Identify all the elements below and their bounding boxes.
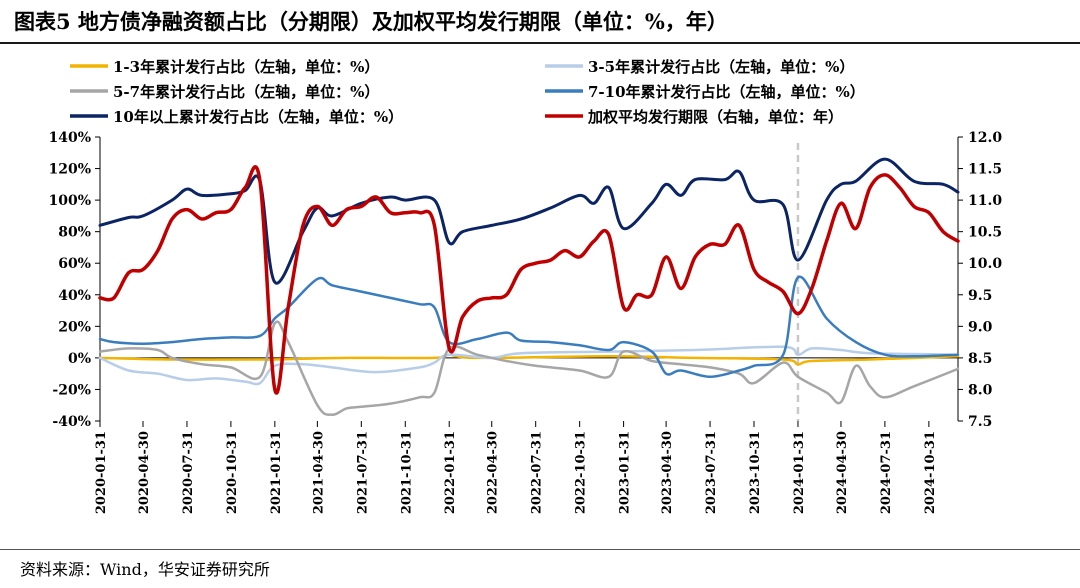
x-tick-label: 2020-10-31	[225, 431, 240, 514]
legend: 1-3年累计发行占比（左轴，单位：%） 3-5年累计发行占比（左轴，单位：%） 5-…	[70, 58, 865, 126]
chart-axes: -40% -20% 0% 20% 40% 60% 80% 100% 120% 140% 7.5 8.0…	[48, 130, 1002, 514]
series-10y-plus-line	[98, 157, 960, 285]
legend-item-7-10y: 7-10年累计发行占比（左轴，单位：%）	[545, 83, 865, 101]
left-tick-label: 40%	[58, 288, 91, 304]
x-tick-label: 2020-01-31	[94, 431, 109, 514]
right-tick-label: 9.5	[968, 288, 992, 304]
series-3-5y-line	[98, 345, 960, 386]
right-tick-label: 8.5	[968, 351, 992, 367]
legend-label: 加权平均发行期限（右轴，单位：年）	[587, 108, 843, 126]
series-5-7y-line	[98, 320, 960, 416]
legend-label: 10年以上累计发行占比（左轴，单位：%）	[113, 108, 403, 126]
x-tick-label: 2021-07-31	[355, 431, 370, 514]
left-tick-label: 100%	[48, 193, 91, 209]
x-tick-label: 2023-10-31	[748, 431, 763, 514]
right-tick-label: 8.0	[968, 382, 993, 398]
x-tick-label: 2024-01-31	[792, 431, 807, 514]
x-tick-label: 2022-01-31	[443, 431, 458, 514]
left-tick-label: 80%	[58, 225, 91, 241]
x-tick-label: 2023-01-31	[618, 431, 633, 514]
left-tick-label: -40%	[52, 414, 91, 430]
series-7-10y-line	[98, 275, 960, 379]
legend-item-1-3y: 1-3年累计发行占比（左轴，单位：%）	[70, 58, 379, 76]
left-tick-label: -20%	[52, 382, 91, 398]
series-1-3y-line	[98, 353, 960, 366]
source-note: 资料来源：Wind，华安证券研究所	[20, 560, 270, 579]
left-tick-label: 60%	[58, 256, 91, 272]
legend-label: 5-7年累计发行占比（左轴，单位：%）	[113, 83, 379, 101]
x-tick-label: 2021-10-31	[399, 431, 414, 514]
title-divider	[0, 42, 1080, 44]
x-tick-label: 2022-10-31	[574, 431, 589, 514]
x-tick-label: 2022-07-31	[530, 431, 545, 514]
x-tick-label: 2022-04-30	[486, 431, 501, 514]
x-tick-label: 2021-01-31	[269, 431, 284, 514]
right-tick-label: 12.0	[968, 130, 1002, 146]
right-tick-label: 11.0	[968, 193, 1002, 209]
left-tick-label: 140%	[48, 130, 91, 146]
x-tick-label: 2023-04-30	[660, 431, 675, 514]
left-tick-label: 0%	[68, 351, 91, 367]
right-tick-label: 10.0	[968, 256, 1002, 272]
line-chart: 1-3年累计发行占比（左轴，单位：%） 3-5年累计发行占比（左轴，单位：%） 5-…	[48, 58, 1002, 514]
plot-area	[98, 157, 960, 416]
x-tick-label: 2021-04-30	[311, 431, 326, 514]
right-tick-label: 10.5	[968, 225, 1002, 241]
source-divider	[0, 549, 1080, 550]
legend-label: 7-10年累计发行占比（左轴，单位：%）	[588, 83, 865, 101]
chart-title: 图表5 地方债净融资额占比（分期限）及加权平均发行期限（单位：%，年）	[14, 9, 728, 34]
x-tick-label: 2024-10-31	[923, 431, 938, 514]
x-tick-label: 2023-07-31	[704, 431, 719, 514]
right-tick-label: 9.0	[968, 319, 993, 335]
right-tick-label: 7.5	[968, 414, 992, 430]
legend-item-5-7y: 5-7年累计发行占比（左轴，单位：%）	[70, 83, 379, 101]
left-tick-label: 120%	[48, 162, 91, 178]
legend-label: 1-3年累计发行占比（左轴，单位：%）	[113, 58, 379, 76]
legend-item-3-5y: 3-5年累计发行占比（左轴，单位：%）	[545, 58, 854, 76]
x-tick-label: 2020-07-31	[181, 431, 196, 514]
legend-item-avg-term: 加权平均发行期限（右轴，单位：年）	[545, 108, 843, 126]
legend-item-10y-plus: 10年以上累计发行占比（左轴，单位：%）	[70, 108, 403, 126]
legend-label: 3-5年累计发行占比（左轴，单位：%）	[588, 58, 854, 76]
x-tick-label: 2024-07-31	[879, 431, 894, 514]
x-tick-label: 2020-04-30	[137, 431, 152, 514]
x-tick-label: 2024-04-30	[835, 431, 850, 514]
left-tick-label: 20%	[58, 319, 91, 335]
right-tick-label: 11.5	[968, 162, 1002, 178]
series-avg-term-line	[98, 165, 960, 395]
